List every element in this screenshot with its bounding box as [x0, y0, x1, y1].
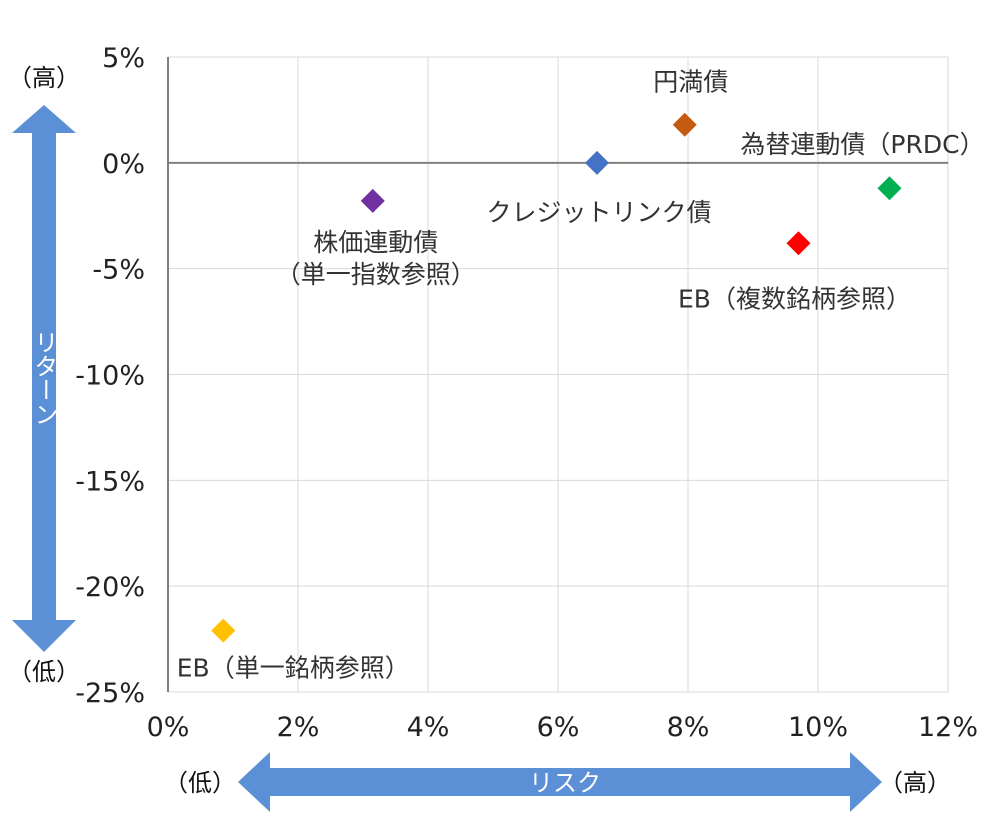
data-point-label: EB（複数銘柄参照） — [678, 284, 911, 313]
y-tick-label: -15% — [75, 466, 145, 497]
axes — [167, 57, 948, 692]
data-point-marker — [585, 150, 609, 175]
data-point-marker — [211, 618, 236, 643]
data-point-label: 株価連動債（単一指数参照） — [276, 228, 476, 289]
return-arrow: リターン — [12, 105, 76, 652]
data-point-label: 円満債 — [653, 68, 728, 97]
data-point-marker — [877, 176, 902, 201]
return-arrow-shape — [12, 105, 76, 652]
y-tick-label: -5% — [92, 255, 145, 286]
x-tick-label: 0% — [147, 712, 190, 743]
y-tick-label: 5% — [102, 43, 145, 74]
x-tick-label: 12% — [918, 712, 978, 743]
data-points — [211, 112, 902, 643]
data-point-label: 為替連動債（PRDC） — [740, 130, 984, 159]
y-tick-label: 0% — [102, 149, 145, 180]
data-point-marker — [786, 231, 811, 256]
risk-high-label: （高） — [879, 769, 951, 797]
risk-low-label: （低） — [164, 769, 236, 797]
x-tick-label: 2% — [277, 712, 320, 743]
data-point-marker — [360, 188, 385, 213]
y-tick-label: -10% — [75, 361, 145, 392]
data-point-label: クレジットリンク債 — [486, 198, 711, 227]
y-tick-label: -25% — [75, 678, 145, 709]
data-point-label: EB（単一銘柄参照） — [177, 654, 410, 683]
x-tick-labels: 0% 2% 4% 6% 8% 10% 12% — [147, 712, 978, 743]
y-tick-labels: 5% 0% -5% -10% -15% -20% -25% — [75, 43, 145, 709]
data-point-marker — [672, 112, 697, 137]
return-axis-label: リターン — [30, 330, 58, 426]
x-tick-label: 8% — [667, 712, 710, 743]
return-high-label: （高） — [8, 64, 80, 92]
return-low-label: （低） — [8, 658, 80, 686]
risk-arrow: リスク — [238, 752, 882, 812]
x-tick-label: 6% — [537, 712, 580, 743]
x-tick-label: 4% — [407, 712, 450, 743]
risk-axis-label: リスク — [529, 769, 601, 797]
risk-arrow-shape — [238, 752, 882, 812]
y-tick-label: -20% — [75, 572, 145, 603]
x-tick-label: 10% — [788, 712, 848, 743]
